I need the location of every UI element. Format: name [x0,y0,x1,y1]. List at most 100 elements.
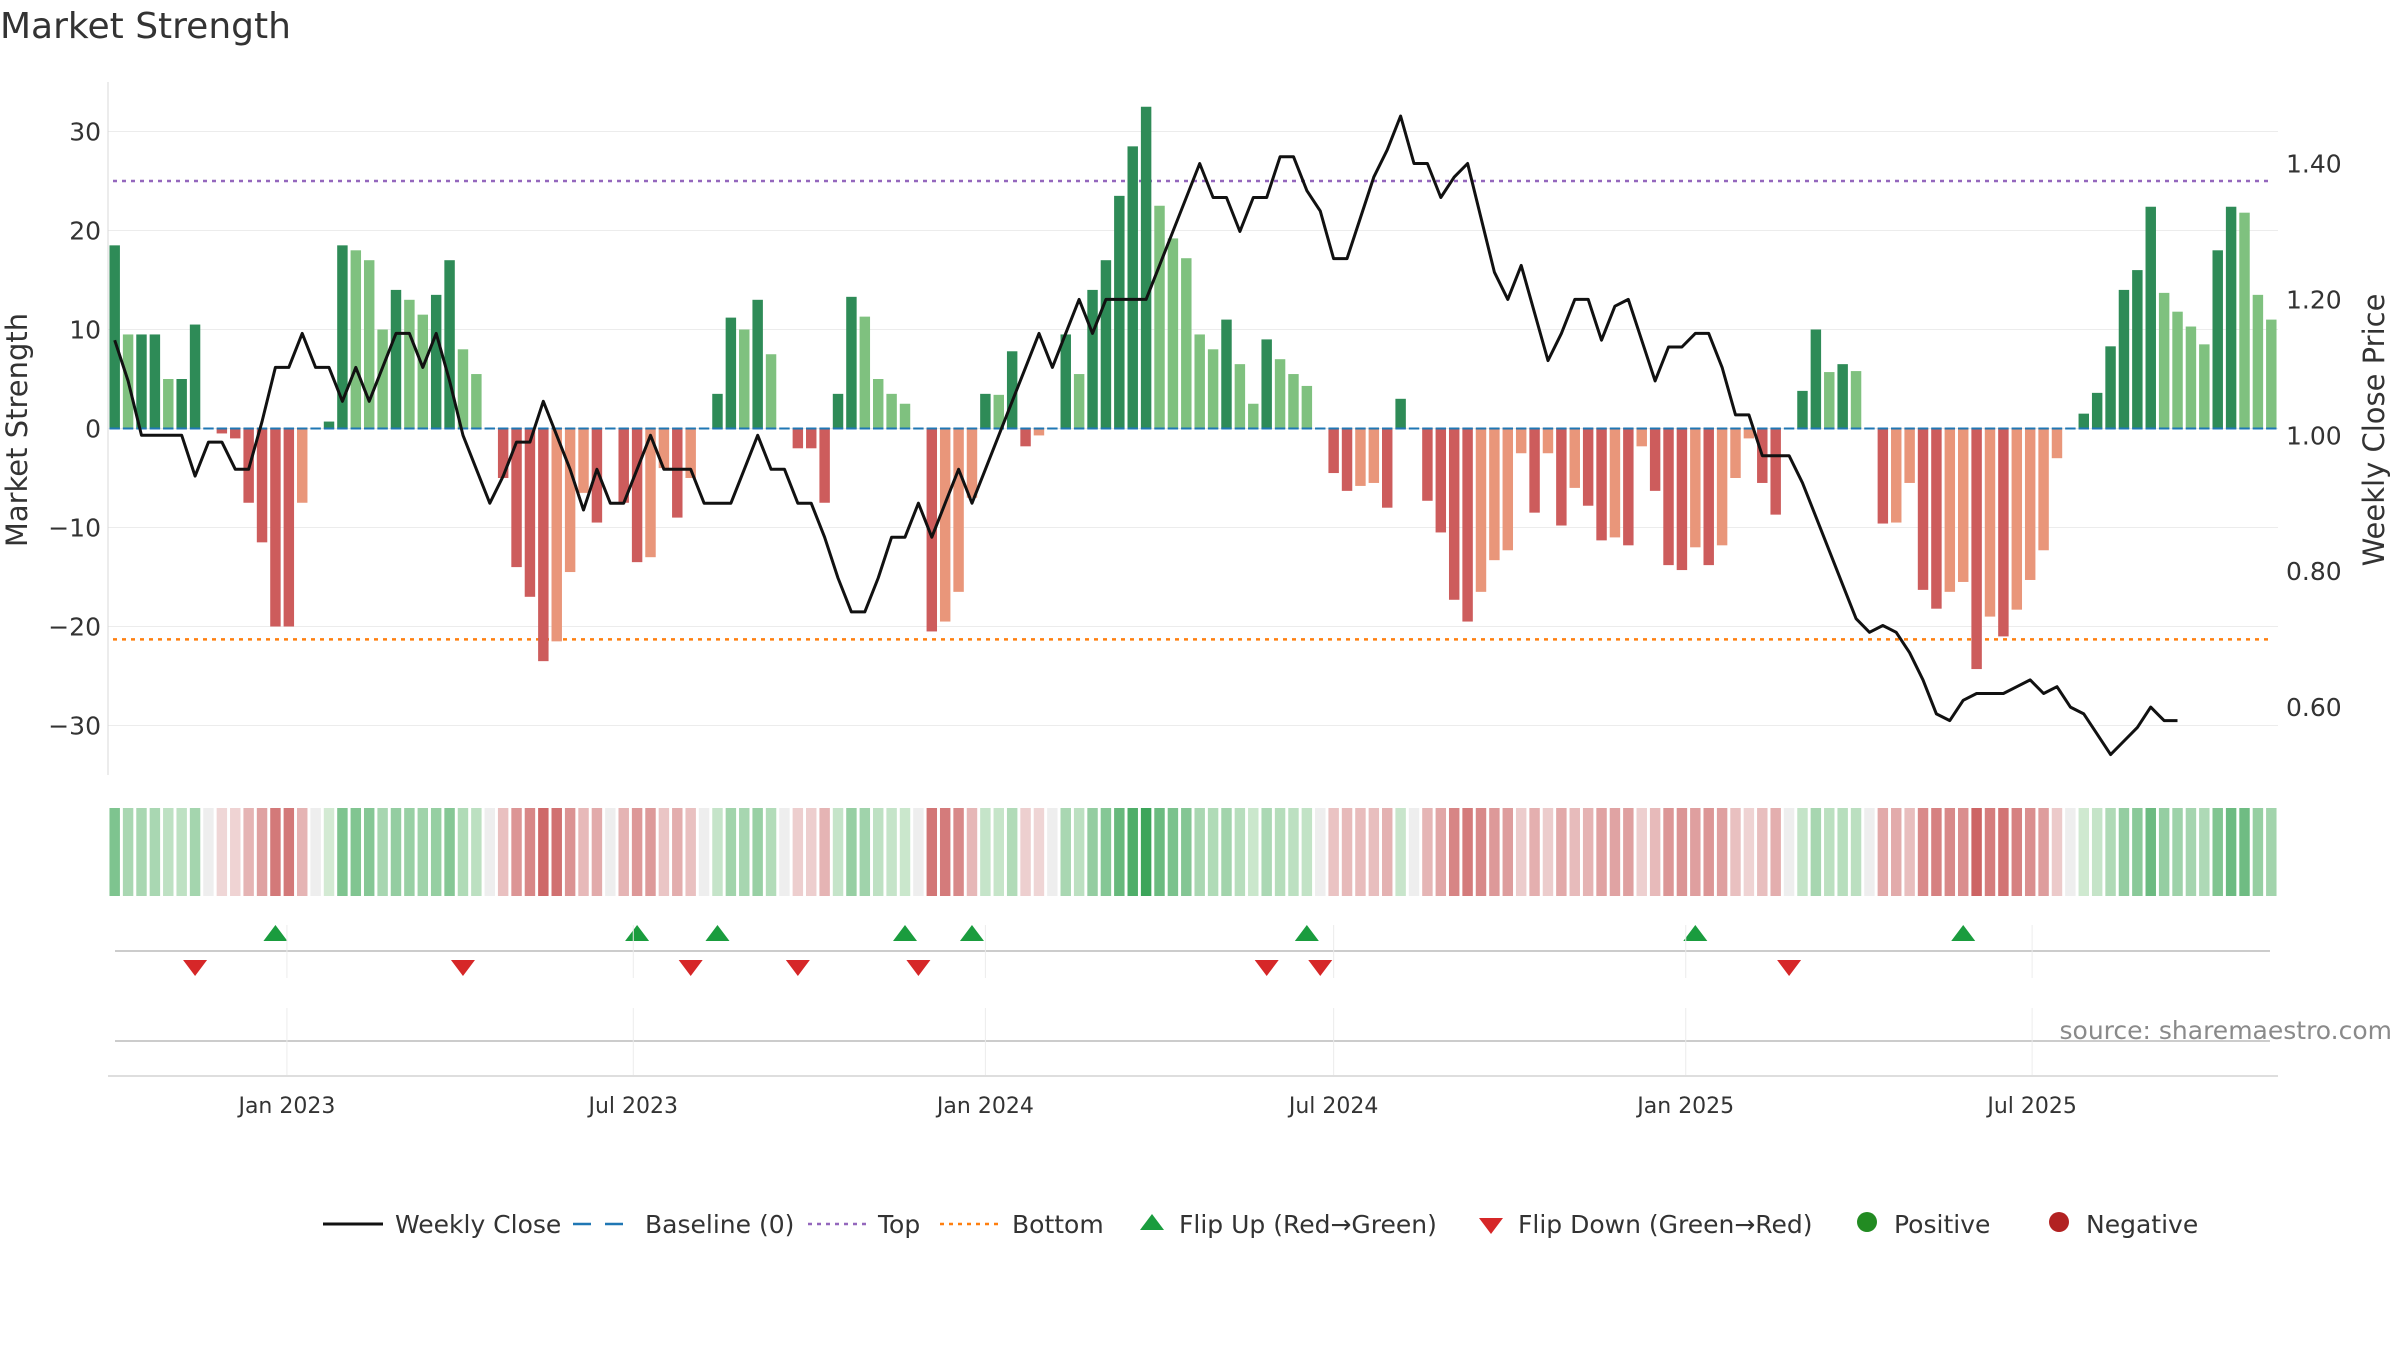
heat-cell [2011,808,2023,896]
strength-bar [806,428,817,449]
strength-bar [1824,372,1835,429]
strength-bar [430,294,442,429]
heat-cell [551,808,562,896]
heat-cell [993,808,1004,896]
flip-up-marker [893,925,918,941]
strength-bar [404,299,415,429]
heat-cell [1957,808,1969,896]
strength-bar [1716,428,1728,546]
strength-bar [645,428,656,558]
heat-cell [2038,808,2049,896]
x-tick-label: Jul 2025 [1985,1094,2077,1119]
strength-bar [1100,260,1112,429]
flip-up-marker [1294,925,1319,941]
x-tick-label: Jan 2025 [1635,1094,1734,1119]
heat-cell [779,808,790,896]
heat-cell [511,808,522,896]
chart-title: Market Strength [0,6,291,47]
heat-cell [1341,808,1353,896]
strength-bar [350,250,362,429]
strength-bar [1448,428,1460,600]
strength-bar [1422,428,1433,501]
x-tick-label: Jan 2023 [236,1094,335,1119]
heat-cell [417,808,429,896]
heat-cell [390,808,402,896]
strength-bar [256,428,268,543]
heat-cell [1984,808,1996,896]
strength-bar [2252,294,2264,429]
strength-bar [417,314,429,429]
heat-cell [1073,808,1085,896]
heat-cell [1301,808,1313,896]
heat-cell [1582,808,1594,896]
heat-cell [163,808,174,896]
heat-cell [1140,808,1152,896]
heat-cell [203,808,214,896]
heat-cell [1837,808,1848,896]
heat-cell [1114,808,1125,896]
strength-bar [2239,212,2250,429]
weekly-close-line [113,114,2178,757]
strength-bar [1382,428,1393,508]
heat-cell [846,808,857,896]
strength-bar [752,299,763,429]
heat-cell [1288,808,1299,896]
heat-cell [1087,808,1098,896]
heat-cell [1998,808,2009,896]
heat-cell [1261,808,1272,896]
heat-cell [1154,808,1165,896]
heat-cell [2185,808,2197,896]
x-tick-label: Jul 2024 [1287,1094,1379,1119]
strength-bar [765,354,777,429]
heat-cell [1207,808,1219,896]
heat-cell [1730,808,1741,896]
y-tick-label: −30 [48,712,101,741]
strength-bar [297,428,308,503]
strength-bar [1636,428,1647,447]
heat-cell [1757,808,1768,896]
heat-cell [980,808,991,896]
y-tick-label: 20 [69,217,101,246]
strength-bar [1891,428,1902,523]
flip-markers-panel [115,925,2270,976]
y2-axis-ticks: 0.60 0.80 1.00 1.20 1.40 [2286,150,2342,723]
strength-bar [1248,403,1259,429]
strength-bar [1288,374,1299,429]
strength-bar [564,428,576,573]
heat-cell [2118,808,2130,896]
strength-bar [2011,428,2023,610]
strength-bar [1582,428,1594,506]
strength-bar [377,329,388,429]
heat-cell [685,808,696,896]
heat-cell [1716,808,1728,896]
heat-cell [1971,808,1982,896]
strength-bar [966,428,978,498]
strength-bar [149,334,161,429]
strength-bar [163,379,174,429]
strength-bar [1140,106,1152,429]
flip-up-marker [1683,925,1708,941]
strength-bar [1261,339,1272,429]
flip-down-marker [678,960,703,976]
strength-bar [1850,371,1862,429]
heat-cell [2252,808,2264,896]
heat-cell [806,808,817,896]
heat-cell [538,808,549,896]
heat-cell [2158,808,2170,896]
legend-flip-down-icon [1479,1218,1503,1234]
strength-bar [1221,319,1232,429]
legend-negative-dot [2049,1212,2069,1232]
strength-bar [2051,428,2063,459]
heat-cell [913,808,924,896]
strength-bar [457,349,469,429]
x-tick-label: Jan 2024 [935,1094,1034,1119]
strength-bar [1033,428,1045,436]
strength-bar [1569,428,1580,488]
heat-cell [899,808,911,896]
heat-cell [457,808,469,896]
strength-bar [819,428,830,503]
strength-bar [1355,428,1366,486]
strength-bar [1904,428,1915,483]
heat-cell [1127,808,1138,896]
heat-cell [1904,808,1915,896]
